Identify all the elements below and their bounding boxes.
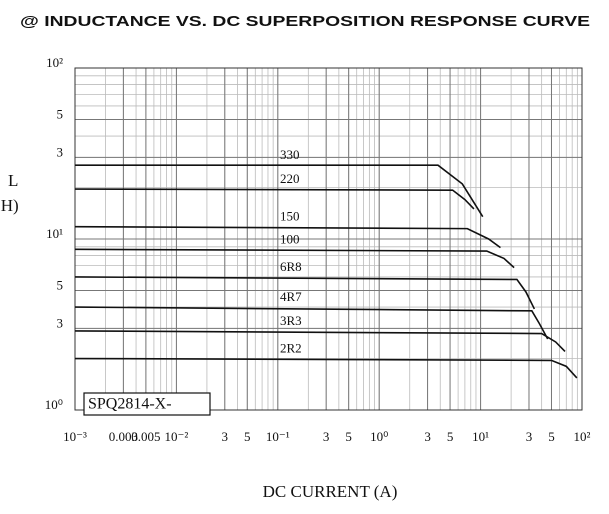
x-tick-label: 10²	[574, 429, 591, 444]
x-tick-label: 5	[548, 429, 555, 444]
x-tick-label: 10⁻³	[63, 429, 87, 444]
curve	[74, 276, 536, 310]
x-tick-label: 5	[345, 429, 352, 444]
chart-title: @ INDUCTANCE VS. DC SUPERPOSITION RESPON…	[20, 13, 590, 30]
y-axis-label: (μH)	[0, 196, 19, 215]
y-axis-label: L	[8, 171, 18, 190]
x-tick-label: 3	[222, 429, 229, 444]
series-label: 330	[280, 147, 300, 162]
series-label: 100	[280, 231, 300, 246]
y-tick-label: 5	[57, 106, 64, 121]
series-label: 6R8	[280, 259, 302, 274]
curve	[74, 188, 475, 210]
y-tick-label: 3	[57, 144, 64, 159]
x-tick-label: 3	[526, 429, 533, 444]
x-tick-label: 10⁻¹	[266, 429, 290, 444]
curve	[74, 248, 515, 269]
y-tick-label: 10⁰	[45, 397, 63, 412]
curve	[74, 357, 578, 379]
x-tick-label: 3	[323, 429, 330, 444]
y-tick-label: 3	[57, 315, 64, 330]
annotation-box	[83, 392, 211, 416]
series-label: 150	[280, 209, 300, 224]
curve	[75, 164, 484, 218]
x-tick-label: 10¹	[472, 429, 489, 444]
series-label: 220	[280, 171, 300, 186]
x-tick-label: 10⁰	[370, 429, 388, 444]
x-tick-label: 5	[244, 429, 251, 444]
x-tick-label: 0.003	[109, 429, 138, 444]
x-tick-label: 3	[424, 429, 431, 444]
series-label: 4R7	[280, 289, 302, 304]
x-tick-label: 10⁻²	[165, 429, 189, 444]
curve	[74, 330, 566, 353]
x-tick-label: 0.005	[131, 429, 160, 444]
curve	[74, 306, 549, 340]
y-tick-label: 10²	[46, 55, 63, 70]
curve	[74, 225, 501, 249]
x-tick-label: 5	[447, 429, 454, 444]
annotation: SPQ2814-X-	[88, 396, 172, 413]
plot-frame	[74, 67, 583, 411]
series-label: 2R2	[280, 341, 302, 356]
series-label: 3R3	[280, 313, 302, 328]
y-tick-label: 5	[57, 277, 64, 292]
x-axis-label: DC CURRENT (A)	[263, 482, 398, 501]
y-tick-label: 10¹	[46, 226, 63, 241]
